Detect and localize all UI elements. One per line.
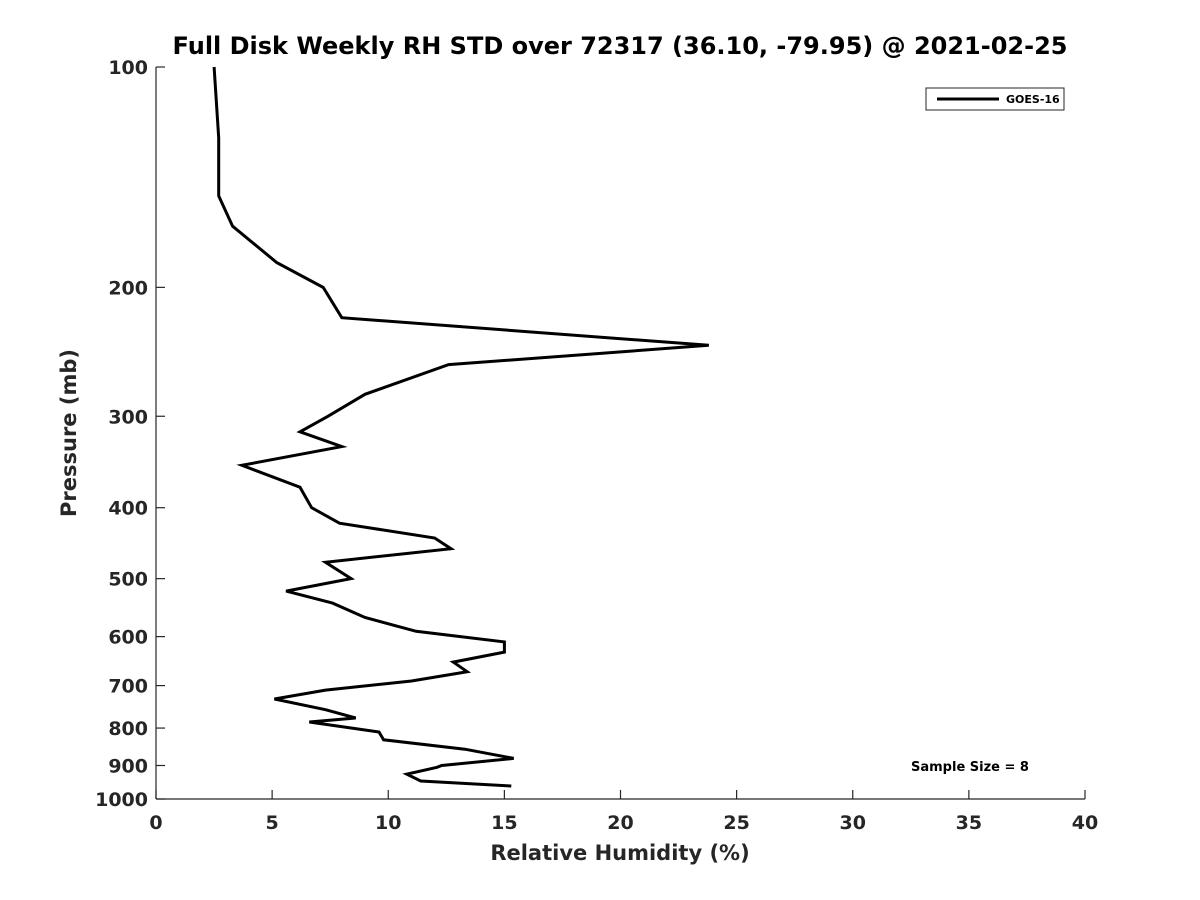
y-tick-label: 700 xyxy=(108,676,148,698)
x-tick-label: 25 xyxy=(723,812,749,834)
y-tick-label: 100 xyxy=(108,57,148,79)
x-axis-label: Relative Humidity (%) xyxy=(490,841,749,865)
x-tick-label: 5 xyxy=(266,812,279,834)
x-tick-label: 0 xyxy=(149,812,162,834)
series-line xyxy=(212,66,709,788)
y-tick-label: 200 xyxy=(108,277,148,299)
plot-background xyxy=(156,67,1085,799)
y-tick-label: 1000 xyxy=(95,789,148,811)
series-layer xyxy=(212,66,709,788)
y-tick-label: 500 xyxy=(108,569,148,591)
y-axis-label: Pressure (mb) xyxy=(57,349,81,517)
x-ticks: 0 5 10 15 20 25 30 35 40 xyxy=(149,790,1098,834)
y-tick-label: 300 xyxy=(108,406,148,428)
legend: GOES-16 xyxy=(925,87,1065,111)
y-tick-label: 900 xyxy=(108,756,148,778)
y-ticks: 100 200 300 400 500 600 700 800 900 1000 xyxy=(95,57,165,811)
x-tick-label: 30 xyxy=(840,812,866,834)
y-tick-label: 400 xyxy=(108,498,148,520)
chart-title: Full Disk Weekly RH STD over 72317 (36.1… xyxy=(173,32,1068,60)
y-tick-label: 600 xyxy=(108,627,148,649)
legend-entry: GOES-16 xyxy=(1006,93,1060,106)
sample-size-annotation: Sample Size = 8 xyxy=(911,760,1029,775)
x-tick-label: 35 xyxy=(956,812,982,834)
x-tick-label: 20 xyxy=(607,812,633,834)
x-tick-label: 15 xyxy=(491,812,517,834)
y-tick-label: 800 xyxy=(108,718,148,740)
x-tick-label: 40 xyxy=(1072,812,1098,834)
x-tick-label: 10 xyxy=(375,812,401,834)
plot-area: 0 5 10 15 20 25 30 35 40 100 200 300 400 500 600 700 80… xyxy=(95,57,1098,834)
